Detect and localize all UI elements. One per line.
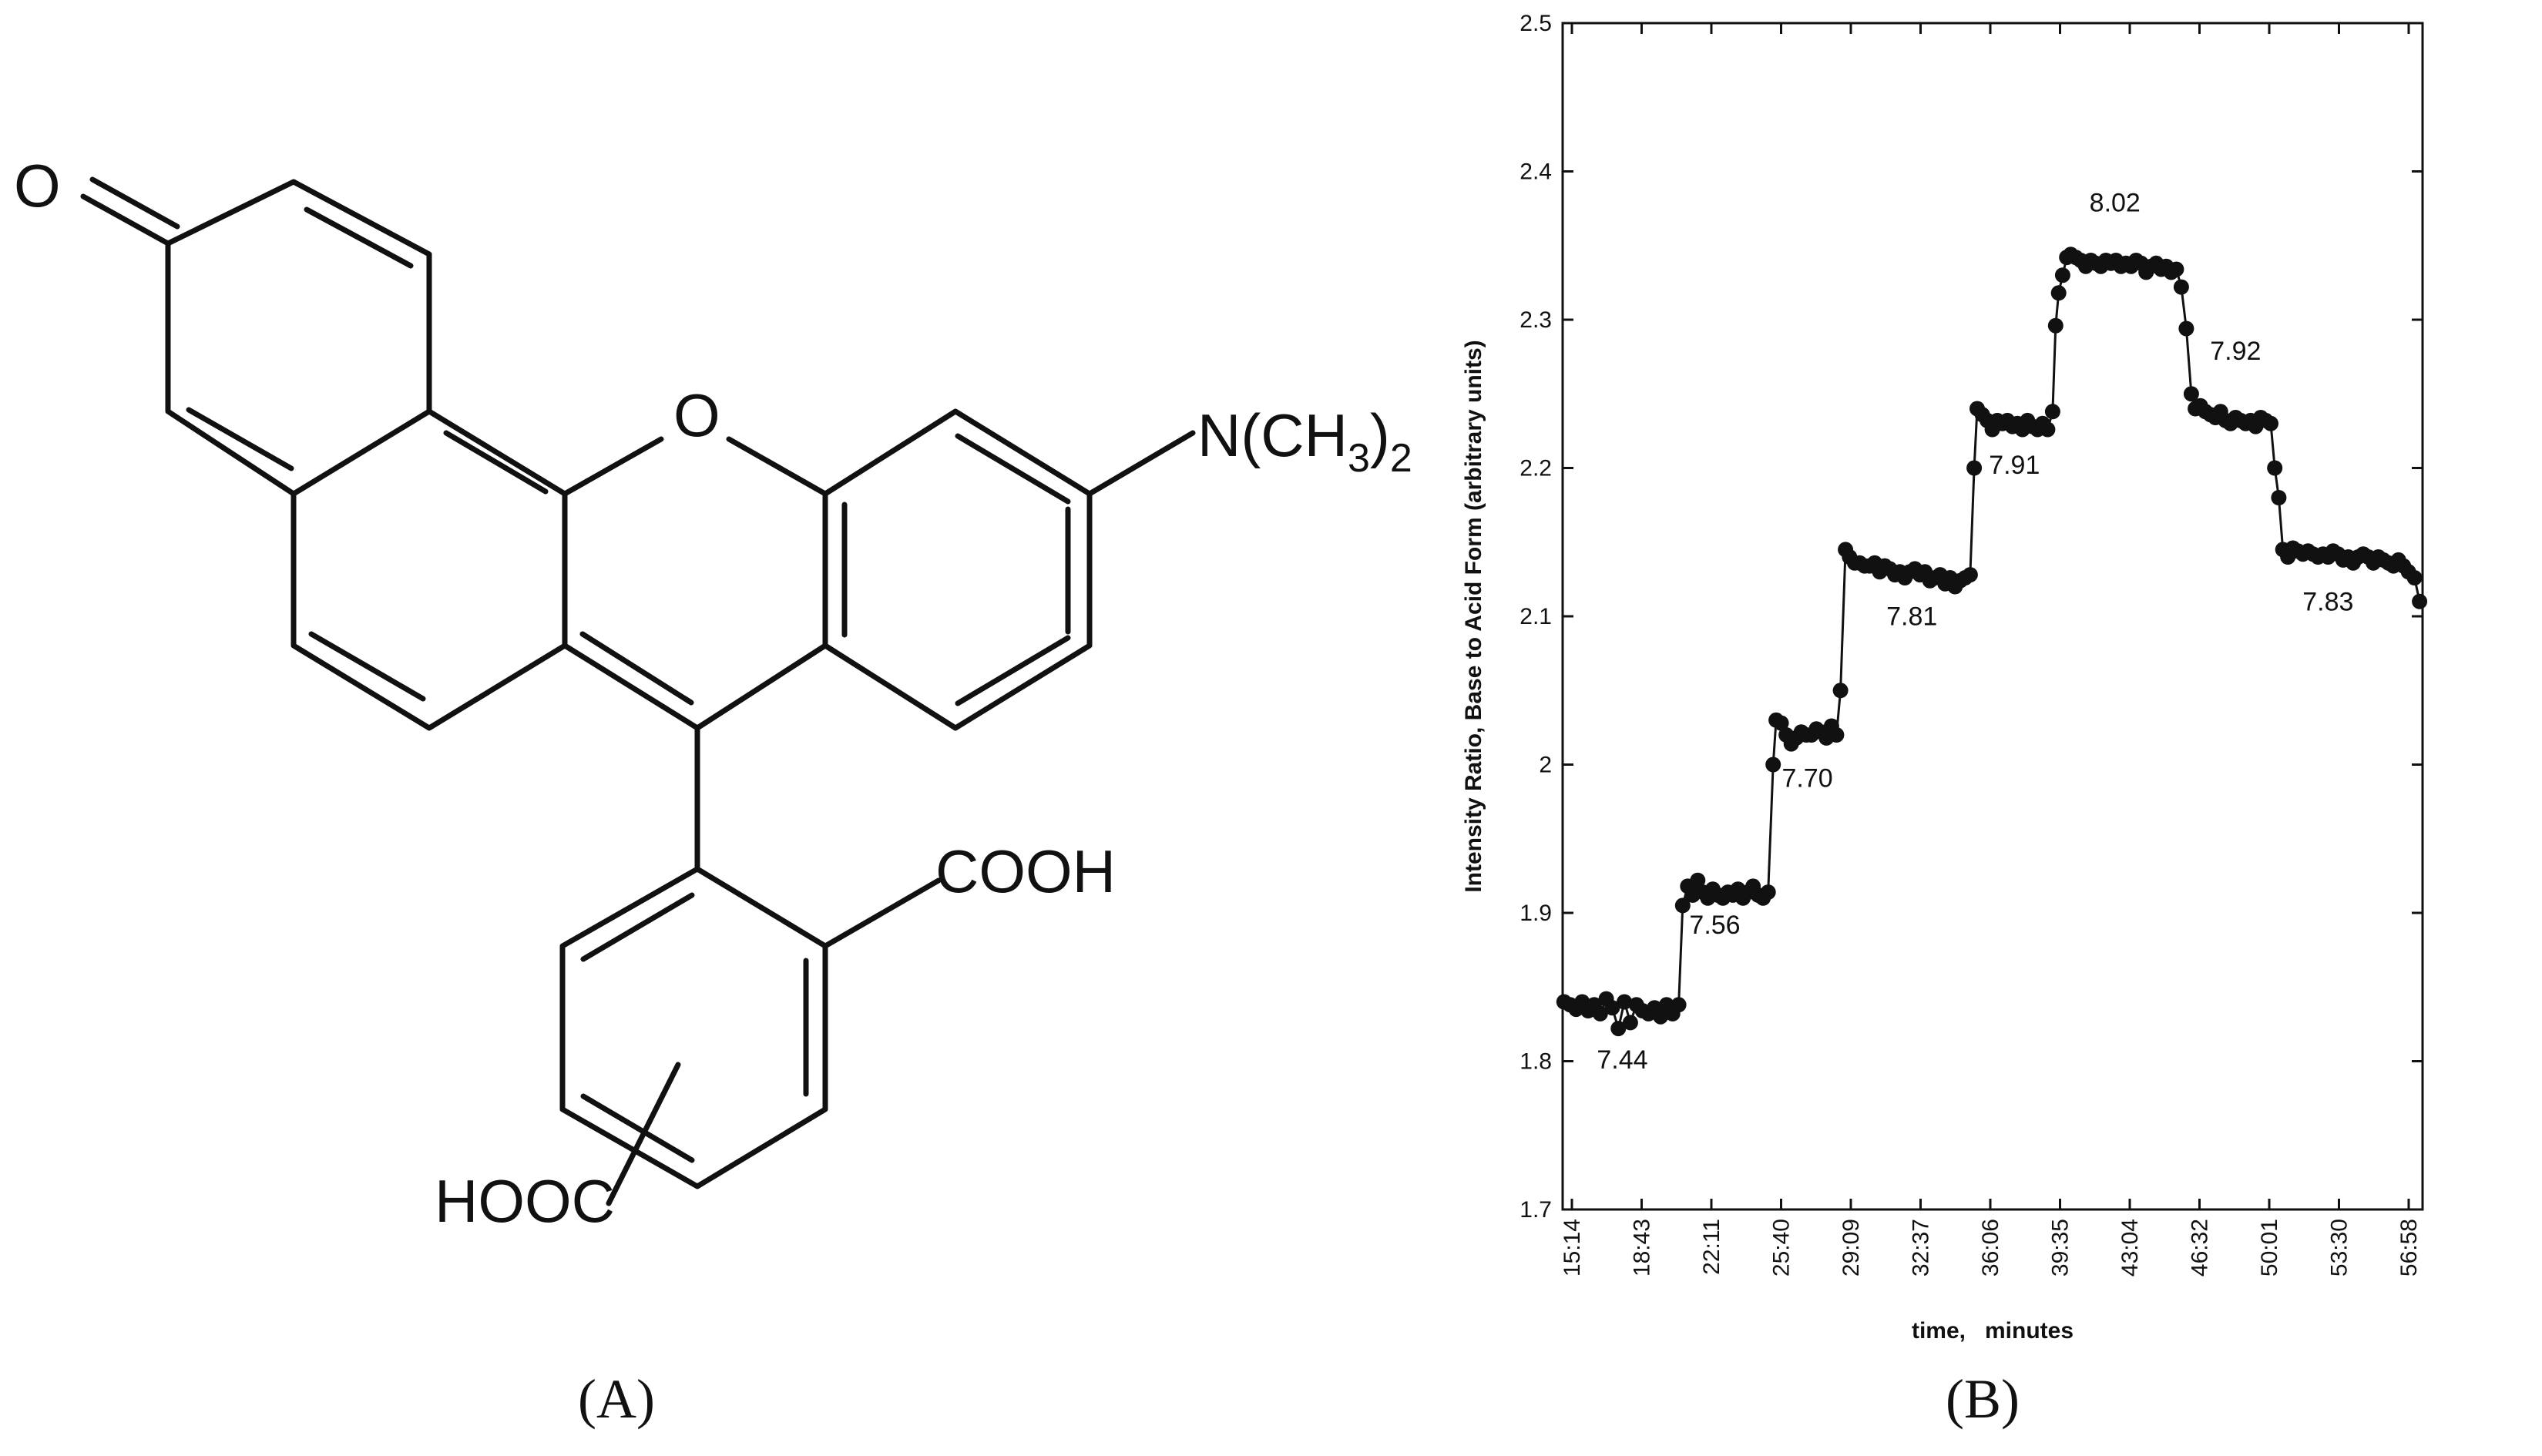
y-axis-label: Intensity Ratio, Base to Acid Form (arbi…	[1461, 340, 1486, 892]
data-point	[2178, 320, 2194, 337]
data-point	[1674, 897, 1691, 914]
data-point	[1653, 1008, 1669, 1025]
x-tick-label: 50:01	[2257, 1219, 2282, 1277]
y-tick-label: 2.2	[1519, 456, 1552, 481]
dimethylamino-label: N(CH3)2	[1197, 401, 1412, 481]
data-point	[1828, 727, 1845, 743]
chemical-structure: O O N(CH3)2 COOH HOOC (A)	[14, 152, 1412, 1430]
data-point	[2263, 415, 2278, 431]
ph-annotation-label: 8.02	[2090, 188, 2141, 217]
data-point	[2183, 386, 2199, 402]
data-point	[1610, 1021, 1627, 1037]
y-tick-label: 1.8	[1519, 1049, 1552, 1075]
x-axis: 15:14 18:43 22:11 25:40 29:09 32:37 36:06 39:35…	[1560, 23, 2422, 1277]
data-point	[2173, 279, 2189, 295]
ph-annotations: 7.44 7.56 7.70 7.81 7.91 8.02 7.92 7.83	[1597, 188, 2353, 1075]
panel-a-label: (A)	[578, 1368, 655, 1430]
x-tick-label: 53:30	[2327, 1219, 2352, 1277]
data-point	[1765, 757, 1781, 773]
x-tick-label: 29:09	[1839, 1219, 1864, 1277]
x-tick-label: 32:37	[1909, 1219, 1934, 1277]
y-axis: 1.7 1.8 1.9 2 2.1 2.2 2.3 2.4 2.5	[1519, 11, 2423, 1223]
data-point	[1671, 997, 1687, 1013]
ph-annotation-label: 7.56	[1689, 911, 1740, 940]
data-point	[2267, 460, 2283, 476]
data-point	[1617, 994, 1633, 1010]
data-point	[1966, 460, 1983, 476]
data-point	[2047, 317, 2063, 334]
x-axis-label: time, minutes	[1912, 1318, 2074, 1344]
data-point	[1622, 1015, 1638, 1031]
x-tick-label: 15:14	[1560, 1219, 1585, 1277]
ketone-oxygen-label: O	[14, 152, 61, 220]
x-tick-label: 36:06	[1978, 1219, 2003, 1277]
data-point	[2040, 421, 2056, 438]
amine-subscript-2: 2	[1390, 436, 1412, 481]
y-tick-label: 1.9	[1519, 901, 1552, 926]
ph-annotation-label: 7.91	[1989, 451, 2040, 480]
ph-annotation-label: 7.44	[1597, 1045, 1647, 1075]
ph-annotation-label: 7.81	[1886, 602, 1937, 632]
ph-annotation-label: 7.83	[2302, 587, 2353, 616]
ring-oxygen-label: O	[673, 381, 720, 449]
x-tick-label: 39:35	[2048, 1219, 2074, 1277]
y-tick-label: 2.3	[1519, 307, 1552, 333]
data-point	[2050, 285, 2067, 301]
cooh-label-top: COOH	[935, 837, 1116, 905]
data-point	[1690, 872, 1706, 888]
data-point	[1773, 715, 1789, 731]
data-point	[1832, 683, 1849, 699]
ph-annotation-label: 7.70	[1781, 763, 1832, 793]
intensity-ratio-chart: 1.7 1.8 1.9 2 2.1 2.2 2.3 2.4 2.5 15:14 18:43 22:1…	[1461, 11, 2428, 1430]
svg-text:N(CH3)2: N(CH3)2	[1197, 401, 1412, 481]
x-tick-label: 18:43	[1630, 1219, 1655, 1277]
molecule-bonds	[80, 176, 1196, 1206]
x-tick-label: 25:40	[1769, 1219, 1795, 1277]
panel-b-label: (B)	[1946, 1368, 2020, 1430]
data-points	[1556, 247, 2428, 1037]
y-tick-label: 2.4	[1519, 159, 1552, 185]
x-tick-label: 56:58	[2396, 1219, 2422, 1277]
x-tick-label: 43:04	[2117, 1219, 2143, 1277]
data-point	[2271, 490, 2287, 505]
amine-text: N(CH	[1197, 401, 1348, 469]
cooh-label-bottom: HOOC	[435, 1167, 615, 1235]
data-point	[2044, 404, 2060, 420]
data-point	[1760, 884, 1776, 901]
data-point	[1604, 1000, 1620, 1016]
data-point	[1592, 1005, 1608, 1022]
amine-subscript-3: 3	[1348, 436, 1370, 481]
x-tick-label: 46:32	[2188, 1219, 2213, 1277]
amine-close-paren: )	[1370, 401, 1390, 469]
data-point	[2406, 570, 2423, 585]
y-tick-label: 1.7	[1519, 1197, 1552, 1223]
y-tick-label: 2	[1539, 753, 1552, 778]
data-point	[2054, 267, 2070, 283]
plot-frame	[1561, 22, 2424, 1211]
data-point	[2168, 261, 2184, 277]
y-tick-label: 2.1	[1519, 604, 1552, 629]
y-tick-label: 2.5	[1519, 11, 1552, 36]
x-tick-label: 22:11	[1699, 1219, 1724, 1275]
data-point	[2412, 593, 2428, 609]
ph-annotation-label: 7.92	[2210, 337, 2261, 366]
data-point	[1962, 567, 1978, 583]
